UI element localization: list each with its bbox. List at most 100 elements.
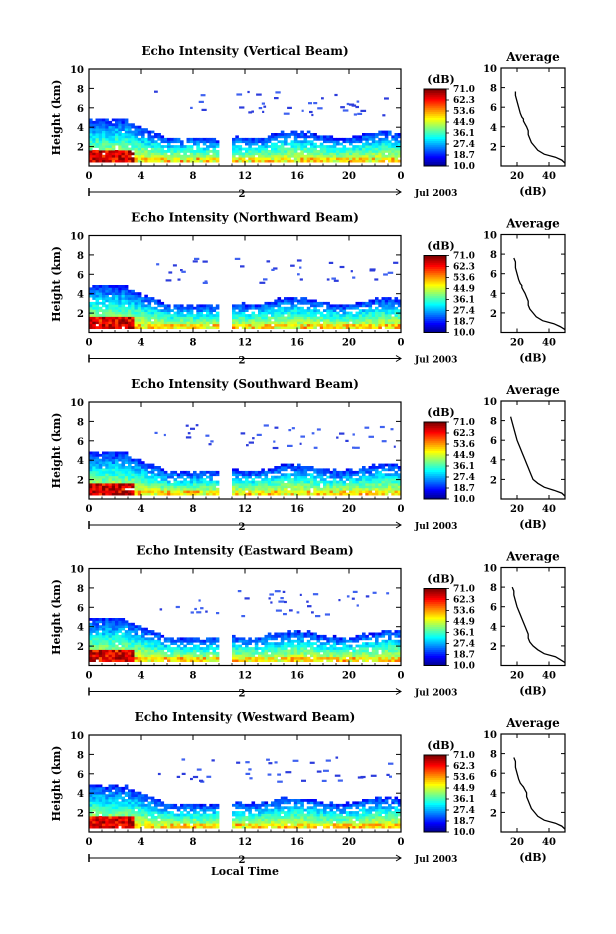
echo-cell: [154, 324, 158, 327]
echo-cell: [340, 106, 345, 108]
echo-cell: [115, 300, 119, 303]
echo-cell: [356, 640, 360, 643]
echo-cell: [313, 304, 317, 307]
echo-cell: [287, 642, 291, 645]
echo-cell: [209, 157, 213, 160]
echo-cell: [196, 611, 201, 613]
echo-cell: [388, 647, 392, 650]
echo-cell: [92, 618, 96, 621]
echo-cell: [125, 625, 129, 628]
echo-cell: [382, 319, 386, 322]
echo-cell: [151, 654, 155, 657]
echo-cell: [330, 488, 334, 491]
echo-cell: [112, 319, 116, 322]
echo-cell: [99, 657, 103, 660]
echo-cell: [118, 476, 122, 479]
echo-cell: [375, 143, 379, 146]
echo-cell: [261, 140, 265, 143]
echo-cell: [375, 647, 379, 650]
echo-cell: [96, 468, 100, 471]
echo-cell: [326, 135, 330, 138]
y-tick-label: 2: [77, 642, 84, 653]
echo-cell: [297, 466, 301, 469]
echo-cell: [193, 326, 197, 329]
echo-cell: [346, 321, 350, 324]
echo-cell: [196, 659, 200, 662]
echo-cell: [154, 148, 158, 151]
echo-cell: [357, 604, 359, 606]
echo-cell: [125, 478, 129, 481]
echo-cell: [242, 148, 246, 151]
echo-cell: [131, 126, 135, 129]
echo-cell: [278, 471, 282, 474]
echo-cell: [291, 302, 295, 305]
echo-cell: [365, 312, 369, 315]
echo-cell: [105, 317, 109, 320]
echo-cell: [378, 131, 382, 134]
echo-cell: [99, 647, 103, 650]
echo-cell: [339, 150, 343, 153]
echo-cell: [255, 150, 259, 153]
echo-cell: [213, 483, 217, 486]
echo-cell: [385, 302, 389, 305]
echo-cell: [177, 659, 181, 662]
echo-cell: [115, 133, 119, 136]
echo-cell: [259, 107, 263, 109]
echo-cell: [161, 468, 165, 471]
echo-cell: [307, 319, 311, 322]
echo-cell: [102, 287, 106, 290]
echo-cell: [369, 143, 373, 146]
echo-cell: [274, 312, 278, 315]
echo-cell: [362, 312, 366, 315]
echo-cell: [151, 657, 155, 660]
echo-cell: [261, 485, 265, 488]
echo-cell: [180, 326, 184, 329]
echo-cell: [174, 157, 178, 160]
profile-frame: [501, 235, 565, 333]
echo-cell: [284, 324, 288, 327]
echo-cell: [105, 806, 109, 809]
echo-cell: [131, 640, 135, 643]
echo-cell: [115, 454, 119, 457]
echo-cell: [265, 321, 269, 324]
echo-cell: [372, 642, 376, 645]
echo-cell: [369, 490, 373, 493]
echo-cell: [261, 324, 265, 327]
echo-cell: [352, 148, 356, 151]
echo-cell: [370, 269, 376, 271]
echo-cell: [323, 302, 327, 305]
echo-cell: [141, 654, 145, 657]
echo-cell: [349, 140, 353, 143]
echo-cell: [300, 478, 304, 481]
echo-cell: [92, 657, 96, 660]
echo-cell: [239, 478, 243, 481]
echo-cell: [269, 593, 274, 595]
echo-cell: [320, 155, 324, 158]
echo-cell: [369, 481, 373, 484]
echo-cell: [118, 155, 122, 158]
echo-cell: [164, 157, 168, 160]
echo-cell: [109, 488, 113, 491]
echo-cell: [294, 138, 298, 141]
echo-cell: [284, 150, 288, 153]
echo-cell: [291, 150, 295, 153]
echo-cell: [144, 145, 148, 148]
echo-cell: [164, 485, 168, 488]
echo-cell: [343, 471, 347, 474]
echo-cell: [92, 823, 96, 826]
echo-cell: [157, 133, 161, 136]
echo-cell: [122, 135, 126, 138]
profile-y-tick-label: 2: [490, 642, 497, 653]
echo-cell: [359, 481, 363, 484]
echo-cell: [339, 309, 343, 312]
echo-cell: [287, 324, 291, 327]
echo-cell: [180, 485, 184, 488]
echo-cell: [323, 321, 327, 324]
echo-cell: [135, 302, 139, 305]
echo-cell: [96, 157, 100, 160]
echo-cell: [239, 659, 243, 662]
echo-cell: [177, 324, 181, 327]
echo-cell: [187, 321, 191, 324]
echo-cell: [135, 466, 139, 469]
echo-cell: [109, 625, 113, 628]
